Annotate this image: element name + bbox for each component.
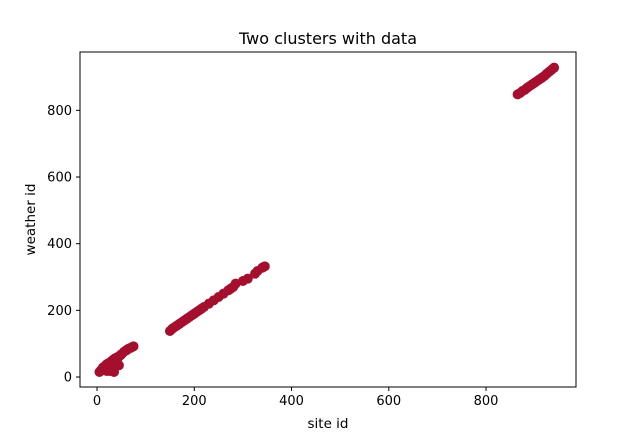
x-tick-label: 0 [93, 394, 101, 409]
data-point [549, 62, 560, 73]
x-tick-label: 400 [279, 394, 304, 409]
x-axis: 0 200 400 600 800 [93, 387, 499, 409]
data-point [101, 366, 112, 376]
y-tick-label: 400 [47, 237, 72, 252]
chart-title: Two clusters with data [238, 29, 417, 48]
y-axis: 0 200 400 600 800 [47, 104, 80, 386]
data-point [128, 341, 139, 352]
x-tick-label: 800 [474, 394, 499, 409]
plot-frame [79, 51, 577, 388]
x-tick-label: 600 [376, 394, 401, 409]
x-axis-label: site id [308, 416, 349, 432]
data-point [242, 273, 253, 284]
x-tick-label: 200 [182, 394, 207, 409]
points-layer [94, 62, 560, 377]
y-tick-label: 200 [47, 304, 72, 319]
data-point [113, 360, 124, 371]
y-tick-label: 800 [47, 104, 72, 119]
data-point [259, 261, 270, 272]
y-tick-label: 0 [64, 371, 72, 386]
y-axis-label: weather id [23, 184, 39, 256]
y-tick-label: 600 [47, 171, 72, 186]
